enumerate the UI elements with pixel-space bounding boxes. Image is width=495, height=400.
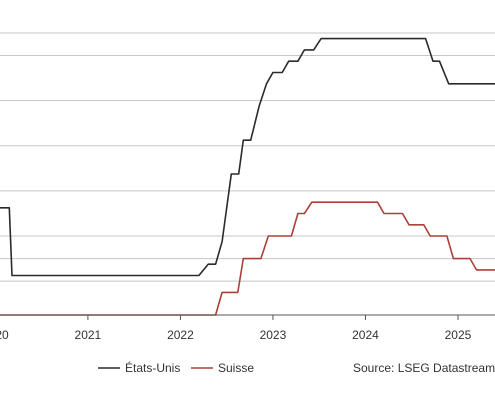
series-line-ch xyxy=(0,201,495,316)
legend-label-ch: Suisse xyxy=(218,361,254,375)
x-tick-label-2023: 2023 xyxy=(260,328,287,342)
x-tick-label-2022: 2022 xyxy=(167,328,194,342)
gridlines xyxy=(0,32,495,316)
x-tick-label-2020: 2020 xyxy=(0,328,9,342)
legend: États-Unis Suisse xyxy=(98,360,254,375)
x-tick-label-2021: 2021 xyxy=(75,328,102,342)
series-lines xyxy=(0,37,495,316)
x-tick-label-2024: 2024 xyxy=(352,328,379,342)
legend-label-us: États-Unis xyxy=(125,360,180,375)
x-tick-label-2025: 2025 xyxy=(445,328,472,342)
source-note: Source: LSEG Datastream, B xyxy=(353,361,495,375)
x-axis-ticks: 2020 2021 2022 2023 2024 2025 xyxy=(0,315,472,342)
series-line-us xyxy=(0,37,495,277)
